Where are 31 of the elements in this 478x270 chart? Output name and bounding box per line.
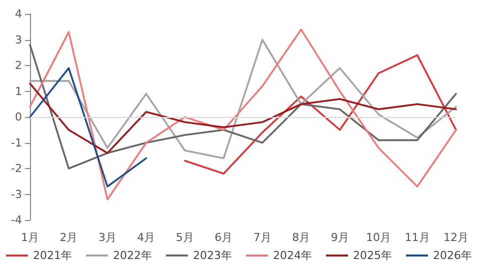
y-tick-label: -1 <box>11 136 22 150</box>
legend-label: 2023年 <box>193 249 232 262</box>
x-tick-label: 7月 <box>253 231 272 244</box>
legend-label: 2026年 <box>432 249 472 262</box>
line-series <box>29 67 148 188</box>
x-tick-label: 2月 <box>60 231 78 244</box>
legend-label: 2025年 <box>352 249 392 262</box>
y-tick-label: 2 <box>15 59 22 72</box>
y-tick-label: -4 <box>11 214 22 226</box>
x-tick-label: 1月 <box>21 231 39 244</box>
legend-label: 2022年 <box>113 249 152 262</box>
legend-label: 2024年 <box>273 249 312 262</box>
x-tick-label: 12月 <box>444 231 468 244</box>
x-tick-label: 9月 <box>330 231 349 244</box>
x-tick-label: 10月 <box>366 231 392 244</box>
legend-label: 2021年 <box>33 249 72 262</box>
y-tick-label: 4 <box>15 8 22 20</box>
x-tick-label: 6月 <box>214 231 233 244</box>
line-series <box>184 54 457 175</box>
x-tick-label: 4月 <box>137 231 156 244</box>
y-tick-label: -2 <box>11 162 22 175</box>
y-tick-label: -3 <box>11 188 22 201</box>
y-tick-label: 3 <box>15 33 22 46</box>
x-tick-label: 8月 <box>292 231 310 244</box>
x-tick-label: 11月 <box>404 231 430 244</box>
y-tick-label: 0 <box>15 110 22 124</box>
line-series <box>29 28 457 200</box>
x-tick-label: 3月 <box>98 231 116 244</box>
x-tick-label: 5月 <box>176 231 194 244</box>
line-series <box>29 82 457 154</box>
y-tick-label: 1 <box>15 84 22 98</box>
